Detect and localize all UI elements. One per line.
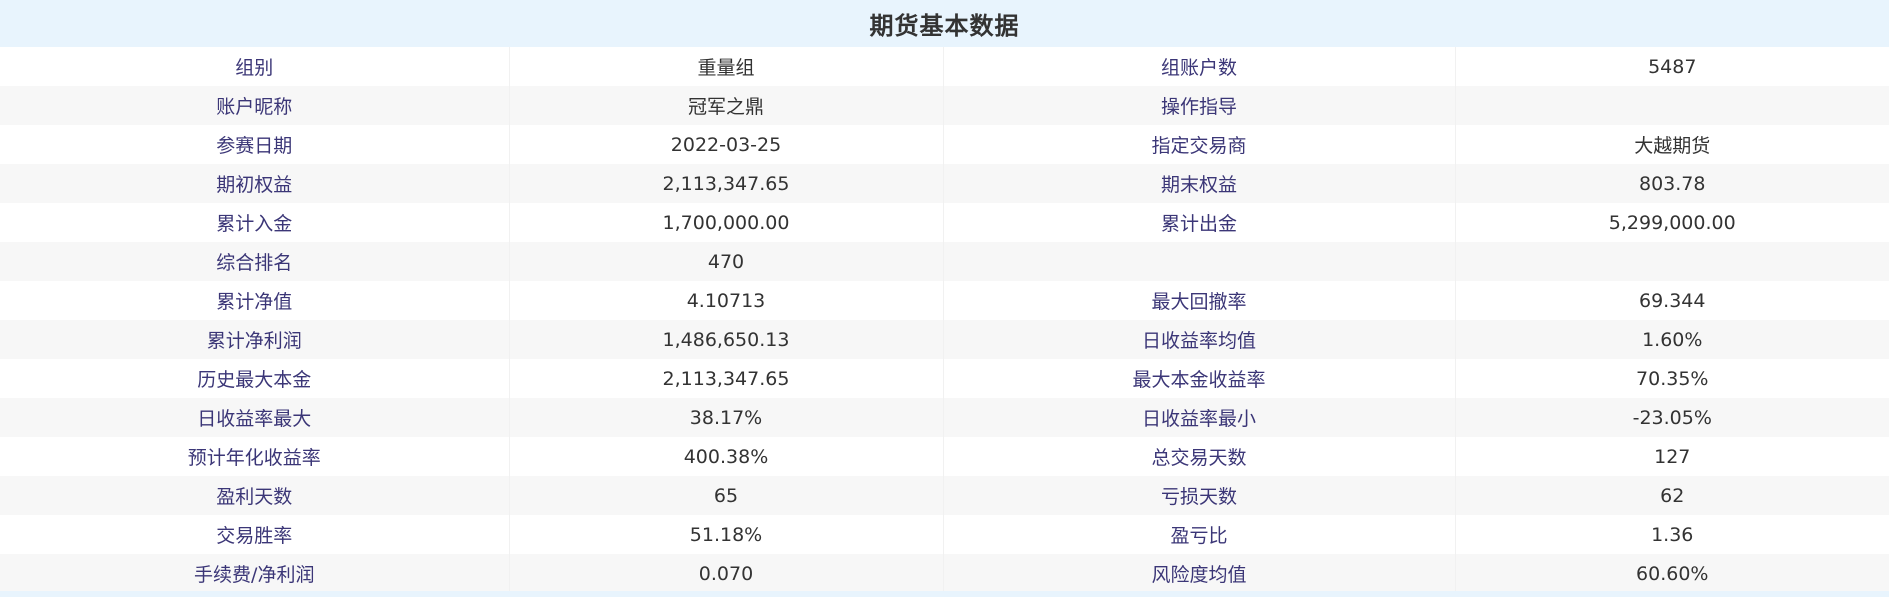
field-label: 亏损天数 (943, 476, 1456, 515)
field-label: 累计出金 (943, 203, 1456, 242)
field-value: 1.36 (1455, 515, 1889, 554)
field-value (1455, 86, 1889, 125)
field-label: 历史最大本金 (0, 359, 510, 398)
field-label: 指定交易商 (943, 125, 1456, 164)
table-row: 累计净利润 1,486,650.13 日收益率均值 1.60% (0, 320, 1889, 359)
field-label: 操作指导 (943, 86, 1456, 125)
field-label: 期初权益 (0, 164, 510, 203)
field-value: 大越期货 (1455, 125, 1889, 164)
field-label: 期末权益 (943, 164, 1456, 203)
field-label: 累计净利润 (0, 320, 510, 359)
field-label: 最大本金收益率 (943, 359, 1456, 398)
table-row: 参赛日期 2022-03-25 指定交易商 大越期货 (0, 125, 1889, 164)
table-row: 期初权益 2,113,347.65 期末权益 803.78 (0, 164, 1889, 203)
field-label: 手续费/净利润 (0, 554, 510, 593)
table-row: 综合排名 470 (0, 242, 1889, 281)
field-label: 账户昵称 (0, 86, 510, 125)
field-label: 组别 (0, 47, 510, 86)
field-label: 交易胜率 (0, 515, 510, 554)
field-value: 1.60% (1455, 320, 1889, 359)
table-row: 累计入金 1,700,000.00 累计出金 5,299,000.00 (0, 203, 1889, 242)
table-row: 累计净值 4.10713 最大回撤率 69.344 (0, 281, 1889, 320)
table-row: 预计年化收益率 400.38% 总交易天数 127 (0, 437, 1889, 476)
field-value: 4.10713 (509, 281, 944, 320)
field-value: 2022-03-25 (509, 125, 944, 164)
field-label: 累计净值 (0, 281, 510, 320)
field-value: 803.78 (1455, 164, 1889, 203)
field-value: 65 (509, 476, 944, 515)
field-label: 总交易天数 (943, 437, 1456, 476)
table-row: 交易胜率 51.18% 盈亏比 1.36 (0, 515, 1889, 554)
field-value: 5487 (1455, 47, 1889, 86)
field-label: 盈利天数 (0, 476, 510, 515)
field-label: 日收益率均值 (943, 320, 1456, 359)
field-value: 60.60% (1455, 554, 1889, 593)
field-value (1455, 242, 1889, 281)
title-bar: 期货基本数据 (0, 0, 1889, 47)
table-row: 盈利天数 65 亏损天数 62 (0, 476, 1889, 515)
table-row: 日收益率最大 38.17% 日收益率最小 -23.05% (0, 398, 1889, 437)
table-row: 历史最大本金 2,113,347.65 最大本金收益率 70.35% (0, 359, 1889, 398)
field-label: 日收益率最大 (0, 398, 510, 437)
field-label: 综合排名 (0, 242, 510, 281)
field-value: -23.05% (1455, 398, 1889, 437)
field-value: 69.344 (1455, 281, 1889, 320)
data-table: 组别 重量组 组账户数 5487 账户昵称 冠军之鼎 操作指导 参赛日期 2022-03-25 指… (0, 47, 1889, 593)
field-value: 400.38% (509, 437, 944, 476)
field-value: 70.35% (1455, 359, 1889, 398)
field-value: 冠军之鼎 (509, 86, 944, 125)
field-value: 51.18% (509, 515, 944, 554)
data-table-body: 组别 重量组 组账户数 5487 账户昵称 冠军之鼎 操作指导 参赛日期 2022-03-25 指… (0, 47, 1889, 593)
field-label: 累计入金 (0, 203, 510, 242)
table-row: 手续费/净利润 0.070 风险度均值 60.60% (0, 554, 1889, 593)
field-label: 盈亏比 (943, 515, 1456, 554)
field-label: 日收益率最小 (943, 398, 1456, 437)
field-value: 重量组 (509, 47, 944, 86)
table-row: 账户昵称 冠军之鼎 操作指导 (0, 86, 1889, 125)
field-value: 1,486,650.13 (509, 320, 944, 359)
field-label: 最大回撤率 (943, 281, 1456, 320)
field-value: 0.070 (509, 554, 944, 593)
field-label (943, 242, 1456, 281)
field-value: 2,113,347.65 (509, 359, 944, 398)
field-value: 470 (509, 242, 944, 281)
field-label: 组账户数 (943, 47, 1456, 86)
field-value: 5,299,000.00 (1455, 203, 1889, 242)
page-title: 期货基本数据 (869, 12, 1020, 40)
table-row: 组别 重量组 组账户数 5487 (0, 47, 1889, 86)
field-label: 预计年化收益率 (0, 437, 510, 476)
bottom-strip (0, 591, 1889, 597)
field-value: 62 (1455, 476, 1889, 515)
field-label: 风险度均值 (943, 554, 1456, 593)
field-label: 参赛日期 (0, 125, 510, 164)
field-value: 2,113,347.65 (509, 164, 944, 203)
field-value: 38.17% (509, 398, 944, 437)
field-value: 127 (1455, 437, 1889, 476)
field-value: 1,700,000.00 (509, 203, 944, 242)
